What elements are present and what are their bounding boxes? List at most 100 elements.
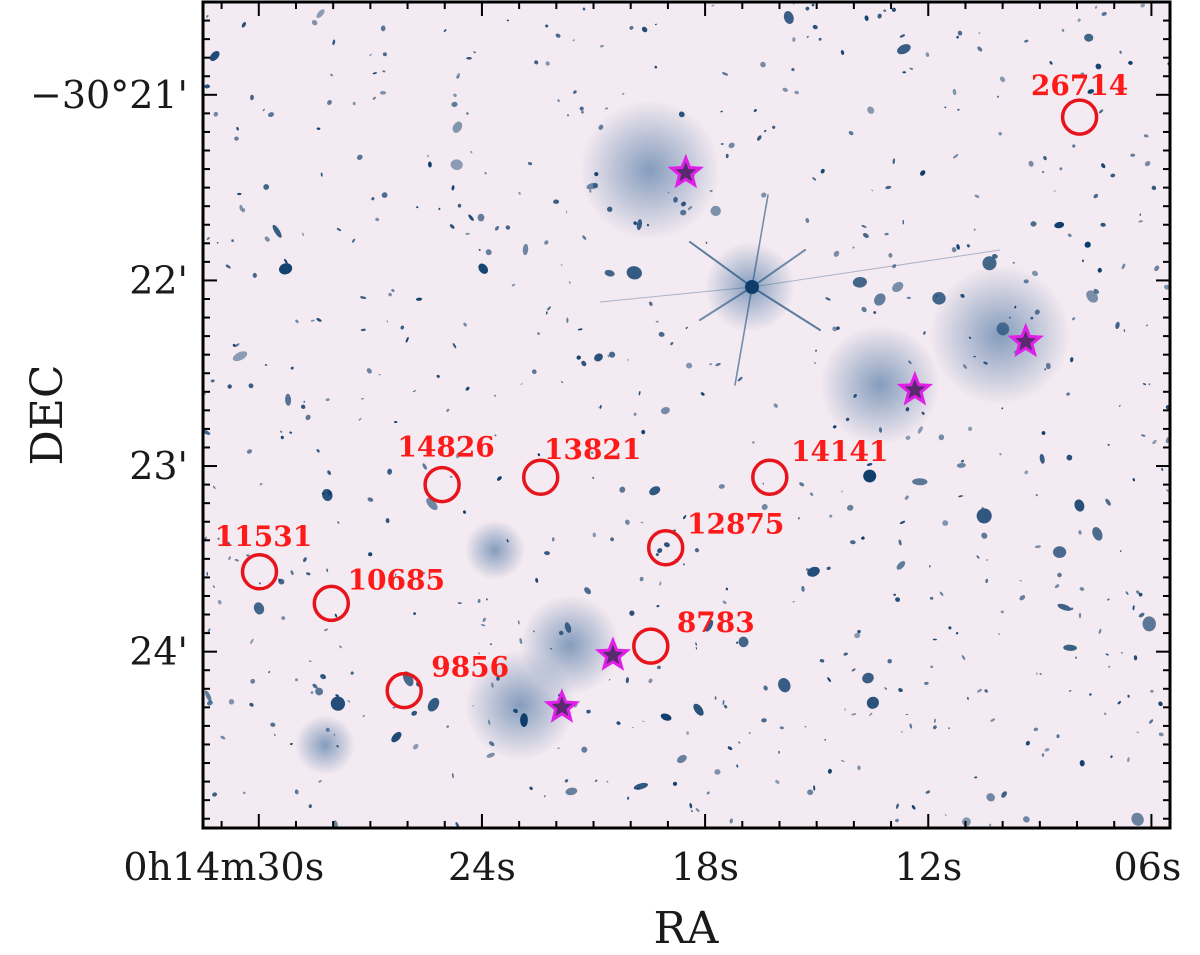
galaxy: [636, 219, 643, 231]
galaxy: [680, 201, 687, 207]
galaxy: [939, 591, 944, 596]
galaxy: [236, 126, 239, 131]
galaxy: [885, 185, 892, 190]
galaxy: [1000, 610, 1004, 614]
galaxy: [451, 185, 455, 191]
galaxy: [1098, 109, 1104, 114]
galaxy: [779, 726, 784, 730]
galaxy: [496, 676, 500, 681]
galaxy: [935, 294, 938, 297]
galaxy: [1141, 434, 1146, 437]
galaxy: [1079, 760, 1085, 767]
galaxy: [207, 628, 211, 633]
diffuse-glow: [520, 595, 620, 695]
galaxy: [486, 598, 488, 601]
galaxy: [278, 578, 285, 585]
galaxy: [565, 787, 578, 796]
galaxy: [1069, 357, 1074, 363]
galaxy: [705, 241, 708, 245]
galaxy: [895, 597, 901, 602]
galaxy: [582, 235, 587, 240]
galaxy: [977, 46, 983, 52]
galaxy: [520, 383, 523, 385]
galaxy: [689, 803, 693, 809]
galaxy: [451, 101, 458, 108]
galaxy: [268, 670, 271, 674]
galaxy: [375, 217, 380, 222]
galaxy: [366, 368, 372, 374]
galaxy-field: [203, 2, 1170, 828]
galaxy: [400, 325, 405, 330]
galaxy: [984, 689, 989, 693]
galaxy: [962, 364, 967, 369]
galaxy: [473, 51, 476, 54]
galaxy: [283, 258, 288, 264]
galaxy: [234, 136, 239, 141]
galaxy: [1080, 72, 1085, 76]
galaxy: [1019, 580, 1022, 582]
galaxy: [520, 713, 528, 727]
galaxy: [648, 301, 653, 307]
galaxy: [1078, 612, 1082, 619]
galaxy: [861, 450, 865, 454]
galaxy: [301, 404, 306, 410]
galaxy: [368, 552, 373, 557]
galaxy: [778, 678, 791, 693]
galaxy: [818, 37, 822, 41]
galaxy: [725, 153, 729, 159]
galaxy: [546, 311, 548, 315]
galaxy: [581, 746, 588, 753]
galaxy: [564, 779, 569, 783]
galaxy: [544, 551, 550, 556]
galaxy: [873, 311, 877, 314]
source-label-8783: 8783: [677, 606, 755, 639]
galaxy: [1045, 362, 1051, 370]
galaxy: [966, 696, 969, 700]
galaxy: [207, 700, 213, 706]
galaxy: [849, 540, 856, 545]
galaxy: [718, 484, 725, 489]
galaxy: [1057, 572, 1062, 578]
galaxy: [405, 336, 409, 343]
galaxy: [811, 3, 815, 7]
galaxy: [761, 503, 768, 511]
galaxy: [1132, 605, 1135, 611]
galaxy: [557, 747, 561, 749]
galaxy: [380, 25, 386, 32]
galaxy: [234, 343, 240, 348]
galaxy: [705, 619, 714, 632]
galaxy: [1105, 653, 1109, 656]
galaxy: [438, 207, 441, 211]
galaxy: [1001, 407, 1004, 410]
galaxy: [1158, 732, 1164, 737]
galaxy: [566, 317, 569, 324]
galaxy: [426, 498, 438, 511]
galaxy: [761, 718, 767, 723]
galaxy: [841, 490, 843, 493]
galaxy: [537, 453, 541, 457]
galaxy: [310, 691, 314, 694]
galaxy: [316, 9, 325, 19]
galaxy: [303, 557, 307, 563]
galaxy: [212, 585, 215, 588]
galaxy: [336, 745, 339, 748]
galaxy: [863, 469, 877, 483]
galaxy: [1066, 454, 1073, 461]
galaxy: [449, 476, 453, 478]
galaxy: [253, 602, 265, 615]
galaxy: [944, 106, 947, 109]
galaxy: [978, 32, 981, 34]
galaxy: [944, 814, 947, 816]
galaxy: [606, 781, 609, 783]
galaxy: [337, 521, 340, 524]
y-tick-label: 24': [129, 630, 188, 674]
galaxy: [898, 539, 902, 546]
galaxy: [825, 297, 831, 301]
galaxy: [633, 782, 648, 790]
galaxy: [897, 44, 911, 55]
galaxy: [871, 189, 874, 192]
galaxy: [451, 773, 454, 779]
galaxy: [394, 573, 397, 576]
galaxy: [909, 723, 913, 729]
galaxy: [892, 158, 896, 165]
